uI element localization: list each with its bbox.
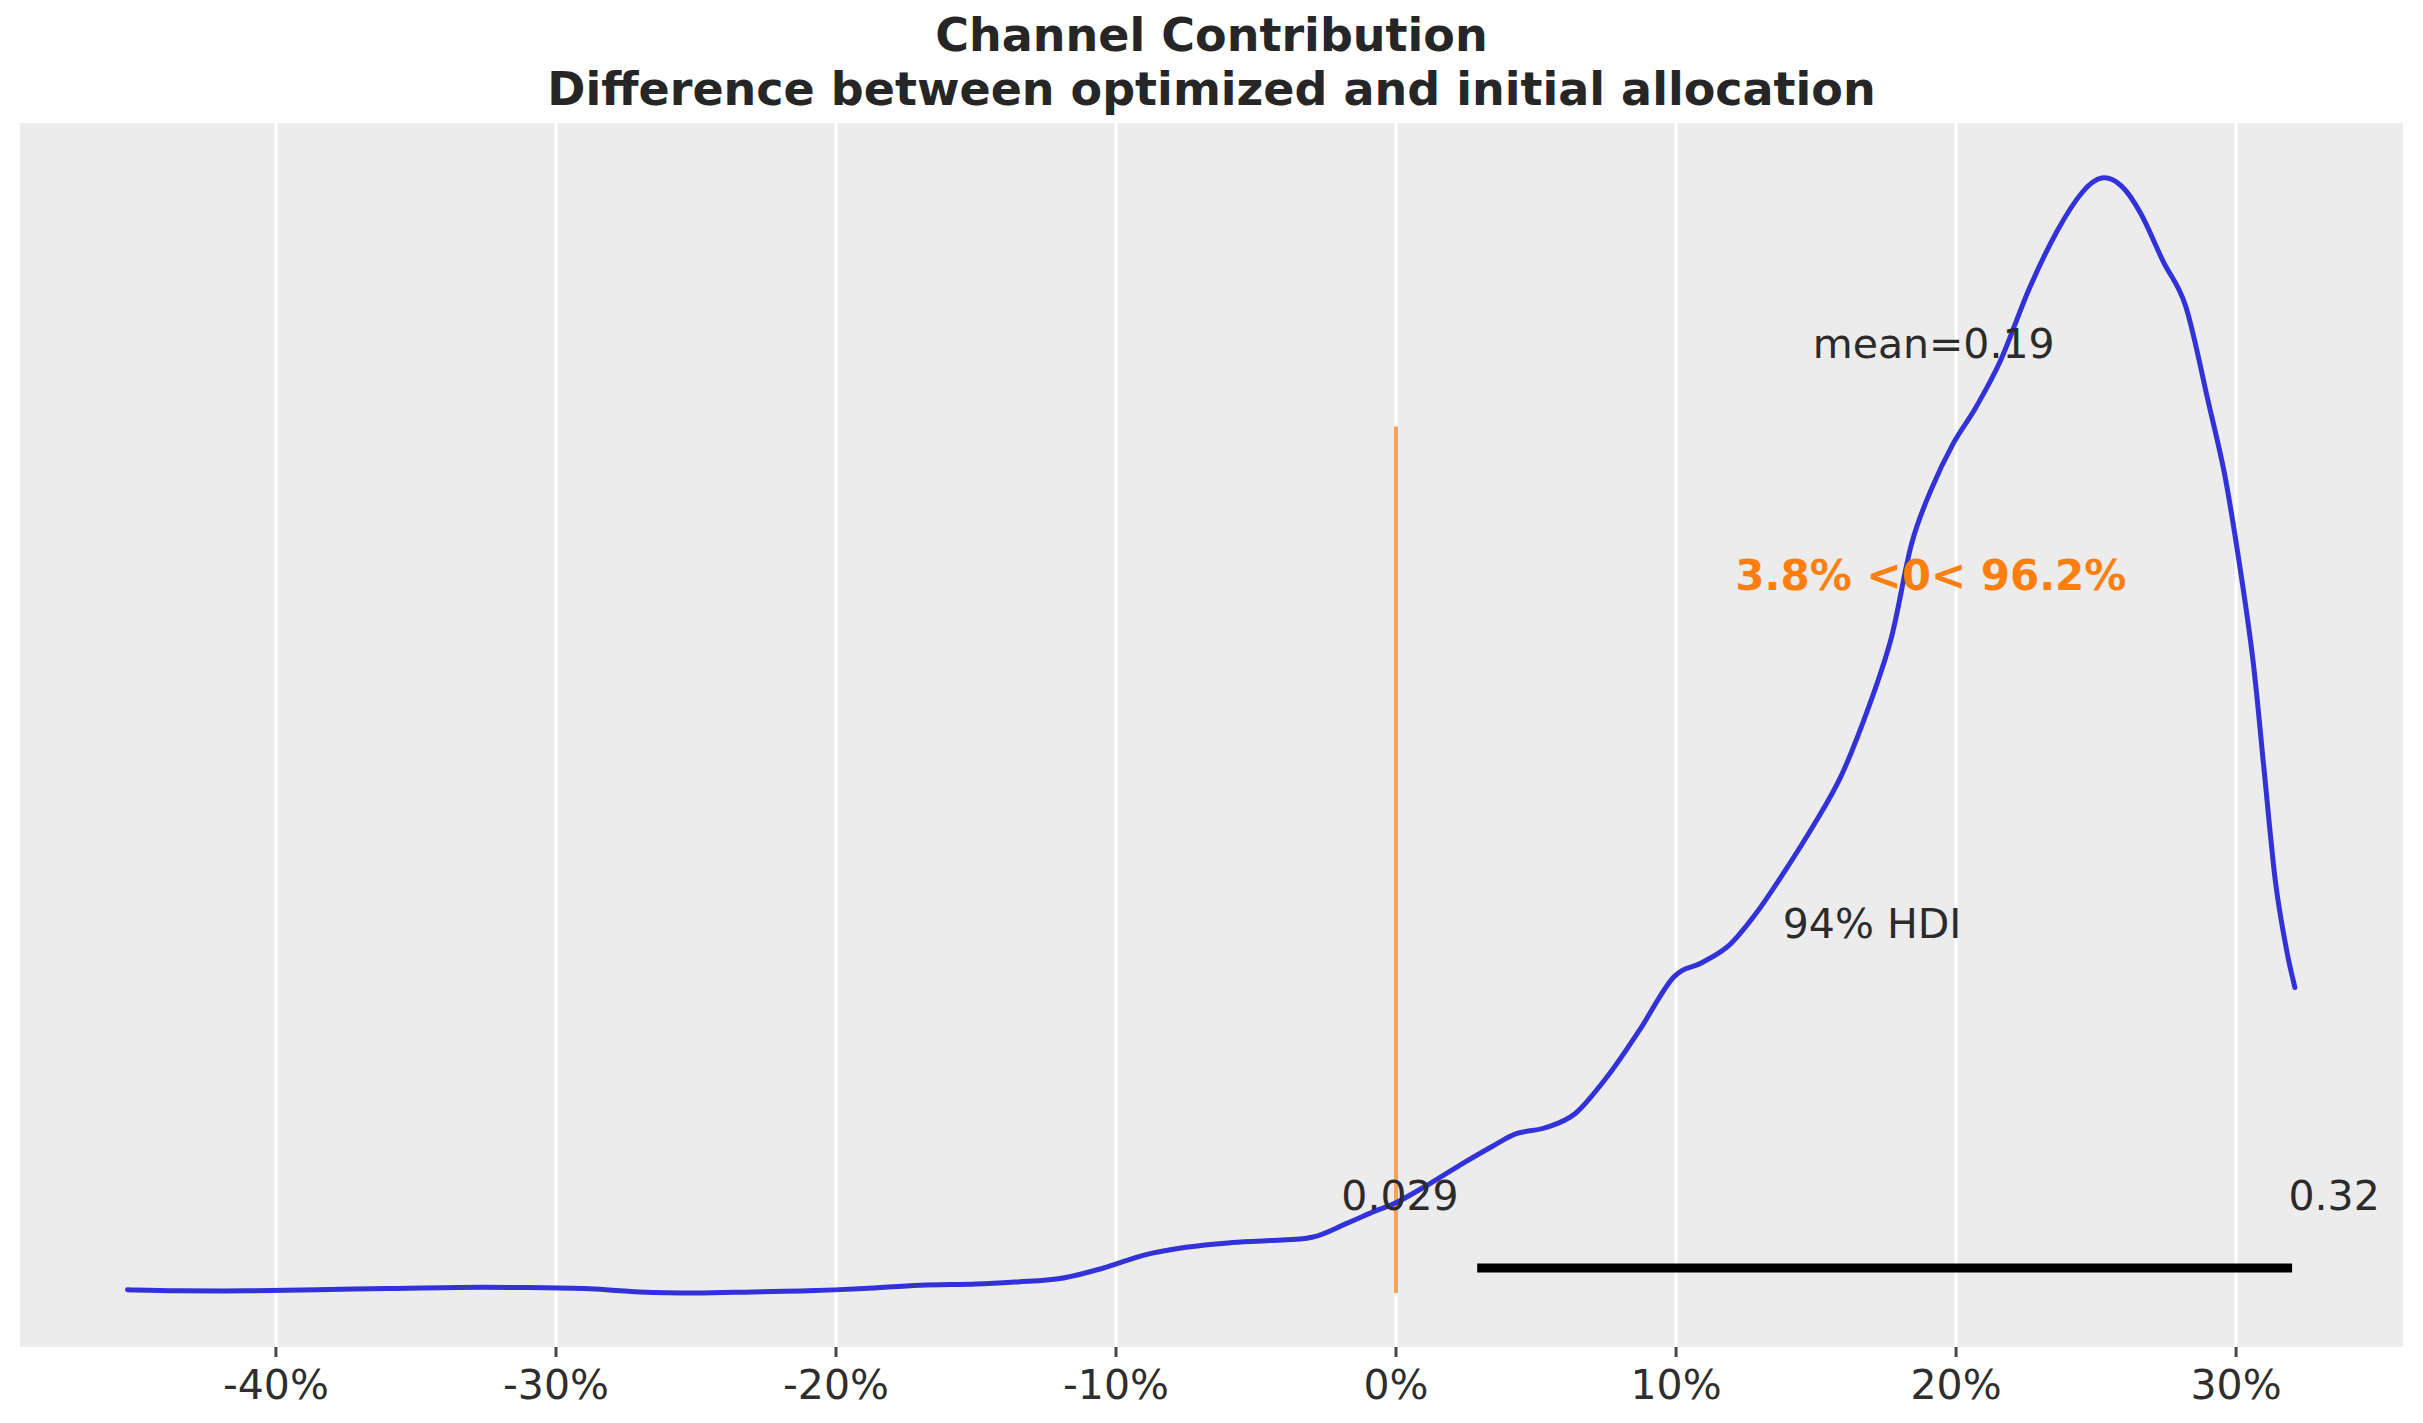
posterior-plot-figure: Channel Contribution Difference between … bbox=[0, 0, 2423, 1423]
x-tick-label: 10% bbox=[1631, 1361, 1722, 1409]
x-tick-label: -20% bbox=[783, 1361, 889, 1409]
x-tick-label: -10% bbox=[1063, 1361, 1169, 1409]
x-axis-tick-labels: -40% -30% -20% -10% 0% 10% 20% 30% bbox=[0, 0, 2423, 1423]
x-tick-label: -40% bbox=[223, 1361, 329, 1409]
x-tick-label: 30% bbox=[2191, 1361, 2282, 1409]
x-tick-label: -30% bbox=[503, 1361, 609, 1409]
x-tick-label: 20% bbox=[1911, 1361, 2002, 1409]
x-tick-label: 0% bbox=[1363, 1361, 1428, 1409]
